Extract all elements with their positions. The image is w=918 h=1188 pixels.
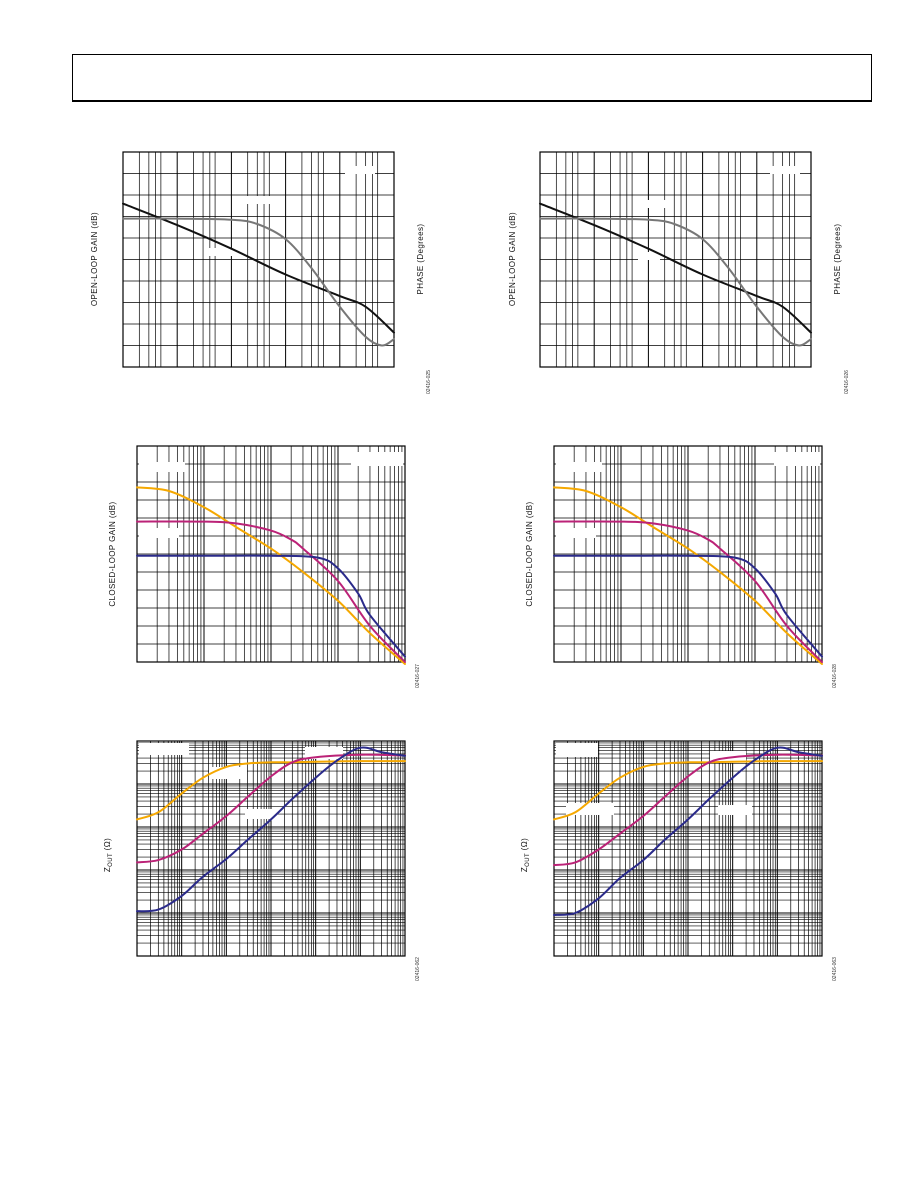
gain-series-line bbox=[136, 520, 406, 663]
plot-frame bbox=[122, 151, 395, 368]
phase-series-line bbox=[122, 217, 395, 347]
impedance-series-line bbox=[553, 753, 823, 867]
figure-number: 02416-028 bbox=[832, 664, 838, 688]
legend-box bbox=[770, 166, 800, 174]
plot-frame bbox=[539, 151, 812, 368]
grid bbox=[136, 741, 405, 957]
plot-frame bbox=[136, 445, 406, 663]
impedance-series-line bbox=[553, 760, 823, 821]
gain-series-line bbox=[553, 520, 823, 663]
gain-series-line bbox=[539, 202, 812, 334]
grid bbox=[122, 151, 394, 368]
gain-series-line bbox=[553, 486, 823, 665]
grid bbox=[553, 741, 822, 957]
legend-box bbox=[247, 196, 281, 204]
output-impedance-chart-right bbox=[553, 740, 823, 957]
y-axis-label: ZOUT (Ω) bbox=[519, 735, 531, 975]
secondary-y-axis-label: PHASE (Degrees) bbox=[416, 223, 425, 295]
open-loop-gain-phase-chart-right bbox=[539, 151, 812, 368]
grid bbox=[539, 151, 811, 368]
plot-frame bbox=[553, 445, 823, 663]
plot-frame bbox=[136, 740, 406, 957]
y-axis-label: ZOUT (Ω) bbox=[102, 735, 114, 975]
legend-box bbox=[207, 248, 237, 256]
y-axis-label-main: Z bbox=[520, 866, 529, 873]
figure-number: 02416-025 bbox=[426, 370, 432, 394]
legend-box bbox=[718, 805, 752, 815]
legend-box bbox=[345, 166, 375, 174]
impedance-series-line bbox=[136, 753, 406, 864]
gain-series-line bbox=[553, 554, 823, 658]
legend-box bbox=[351, 452, 403, 466]
impedance-series-line bbox=[553, 746, 823, 916]
open-loop-gain-phase-chart-left bbox=[122, 151, 395, 368]
figure-number: 02416-063 bbox=[832, 957, 838, 981]
y-axis-label-unit: (Ω) bbox=[520, 837, 529, 851]
y-axis-label: OPEN-LOOP GAIN (dB) bbox=[90, 211, 99, 307]
legend-box bbox=[139, 743, 189, 755]
legend-box bbox=[556, 743, 598, 757]
legend-box bbox=[139, 462, 185, 472]
legend-box bbox=[556, 528, 596, 538]
gain-series-line bbox=[136, 554, 406, 658]
grid bbox=[553, 445, 822, 663]
legend-box bbox=[638, 200, 672, 208]
gain-series-line bbox=[122, 202, 395, 334]
y-axis-label-main: Z bbox=[103, 866, 112, 873]
page-header-box bbox=[72, 54, 872, 102]
secondary-y-axis-label: PHASE (Degrees) bbox=[833, 223, 842, 295]
output-impedance-chart-left bbox=[136, 740, 406, 957]
plot-frame bbox=[553, 740, 823, 957]
phase-series-line bbox=[539, 217, 812, 347]
figure-number: 02416-027 bbox=[415, 664, 421, 688]
gain-series-line bbox=[136, 486, 406, 665]
legend-box bbox=[774, 452, 820, 466]
y-axis-label: CLOSED-LOOP GAIN (dB) bbox=[525, 501, 534, 607]
figure-number: 02416-062 bbox=[415, 957, 421, 981]
legend-box bbox=[209, 767, 247, 779]
impedance-series-line bbox=[136, 746, 406, 913]
grid bbox=[136, 445, 405, 663]
closed-loop-gain-chart-left bbox=[136, 445, 406, 665]
legend-box bbox=[566, 803, 614, 815]
y-axis-label-subscript: OUT bbox=[525, 852, 531, 867]
figure-number: 02416-026 bbox=[844, 370, 850, 394]
legend-box bbox=[139, 528, 179, 538]
legend-box bbox=[638, 252, 660, 260]
legend-box bbox=[245, 809, 277, 819]
closed-loop-gain-chart-right bbox=[553, 445, 823, 665]
y-axis-label: CLOSED-LOOP GAIN (dB) bbox=[108, 501, 117, 607]
legend-box bbox=[556, 462, 602, 472]
y-axis-label-unit: (Ω) bbox=[103, 837, 112, 851]
impedance-series-line bbox=[136, 760, 406, 821]
y-axis-label: OPEN-LOOP GAIN (dB) bbox=[508, 211, 517, 307]
y-axis-label-subscript: OUT bbox=[108, 852, 114, 867]
